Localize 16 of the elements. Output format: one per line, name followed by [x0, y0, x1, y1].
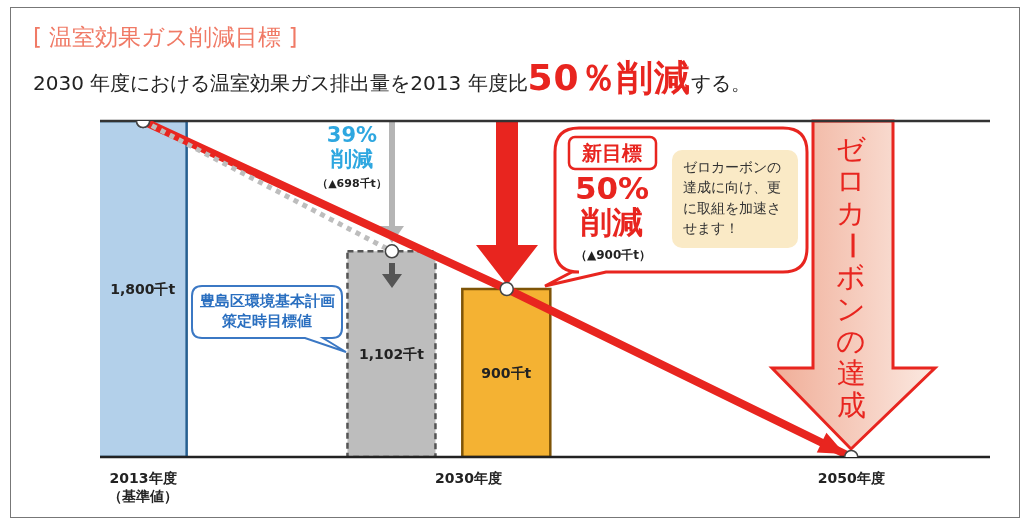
annotation: 39% 削減	[326, 123, 378, 171]
annotation: 50% 削減	[574, 170, 650, 241]
annotation: （▲698千t）	[317, 177, 387, 190]
x-tick-label: 2013年度（基準値）	[108, 470, 179, 504]
annotation: 新目標	[582, 141, 642, 165]
annotation: （▲900千t）	[574, 248, 651, 262]
text: ゼロカーボンの達成	[834, 132, 868, 422]
annotation: 豊島区環境基本計画策定時目標値	[199, 292, 335, 330]
x-tick-label: 2050年度	[817, 470, 885, 486]
annotation: ゼロカーボンの達成に向け、更に取組を加速させます！	[683, 159, 781, 236]
chart-subtitle: 2030 年度における温室効果ガス排出量を2013 年度比50％削減する。	[33, 57, 751, 98]
data-label: 1,800千t	[110, 281, 176, 297]
chart-title: [ 温室効果ガス削減目標 ]	[33, 24, 298, 50]
data-label: 900千t	[481, 365, 532, 381]
data-label: 1,102千t	[358, 346, 425, 363]
x-tick-label: 2030年度	[434, 470, 502, 486]
